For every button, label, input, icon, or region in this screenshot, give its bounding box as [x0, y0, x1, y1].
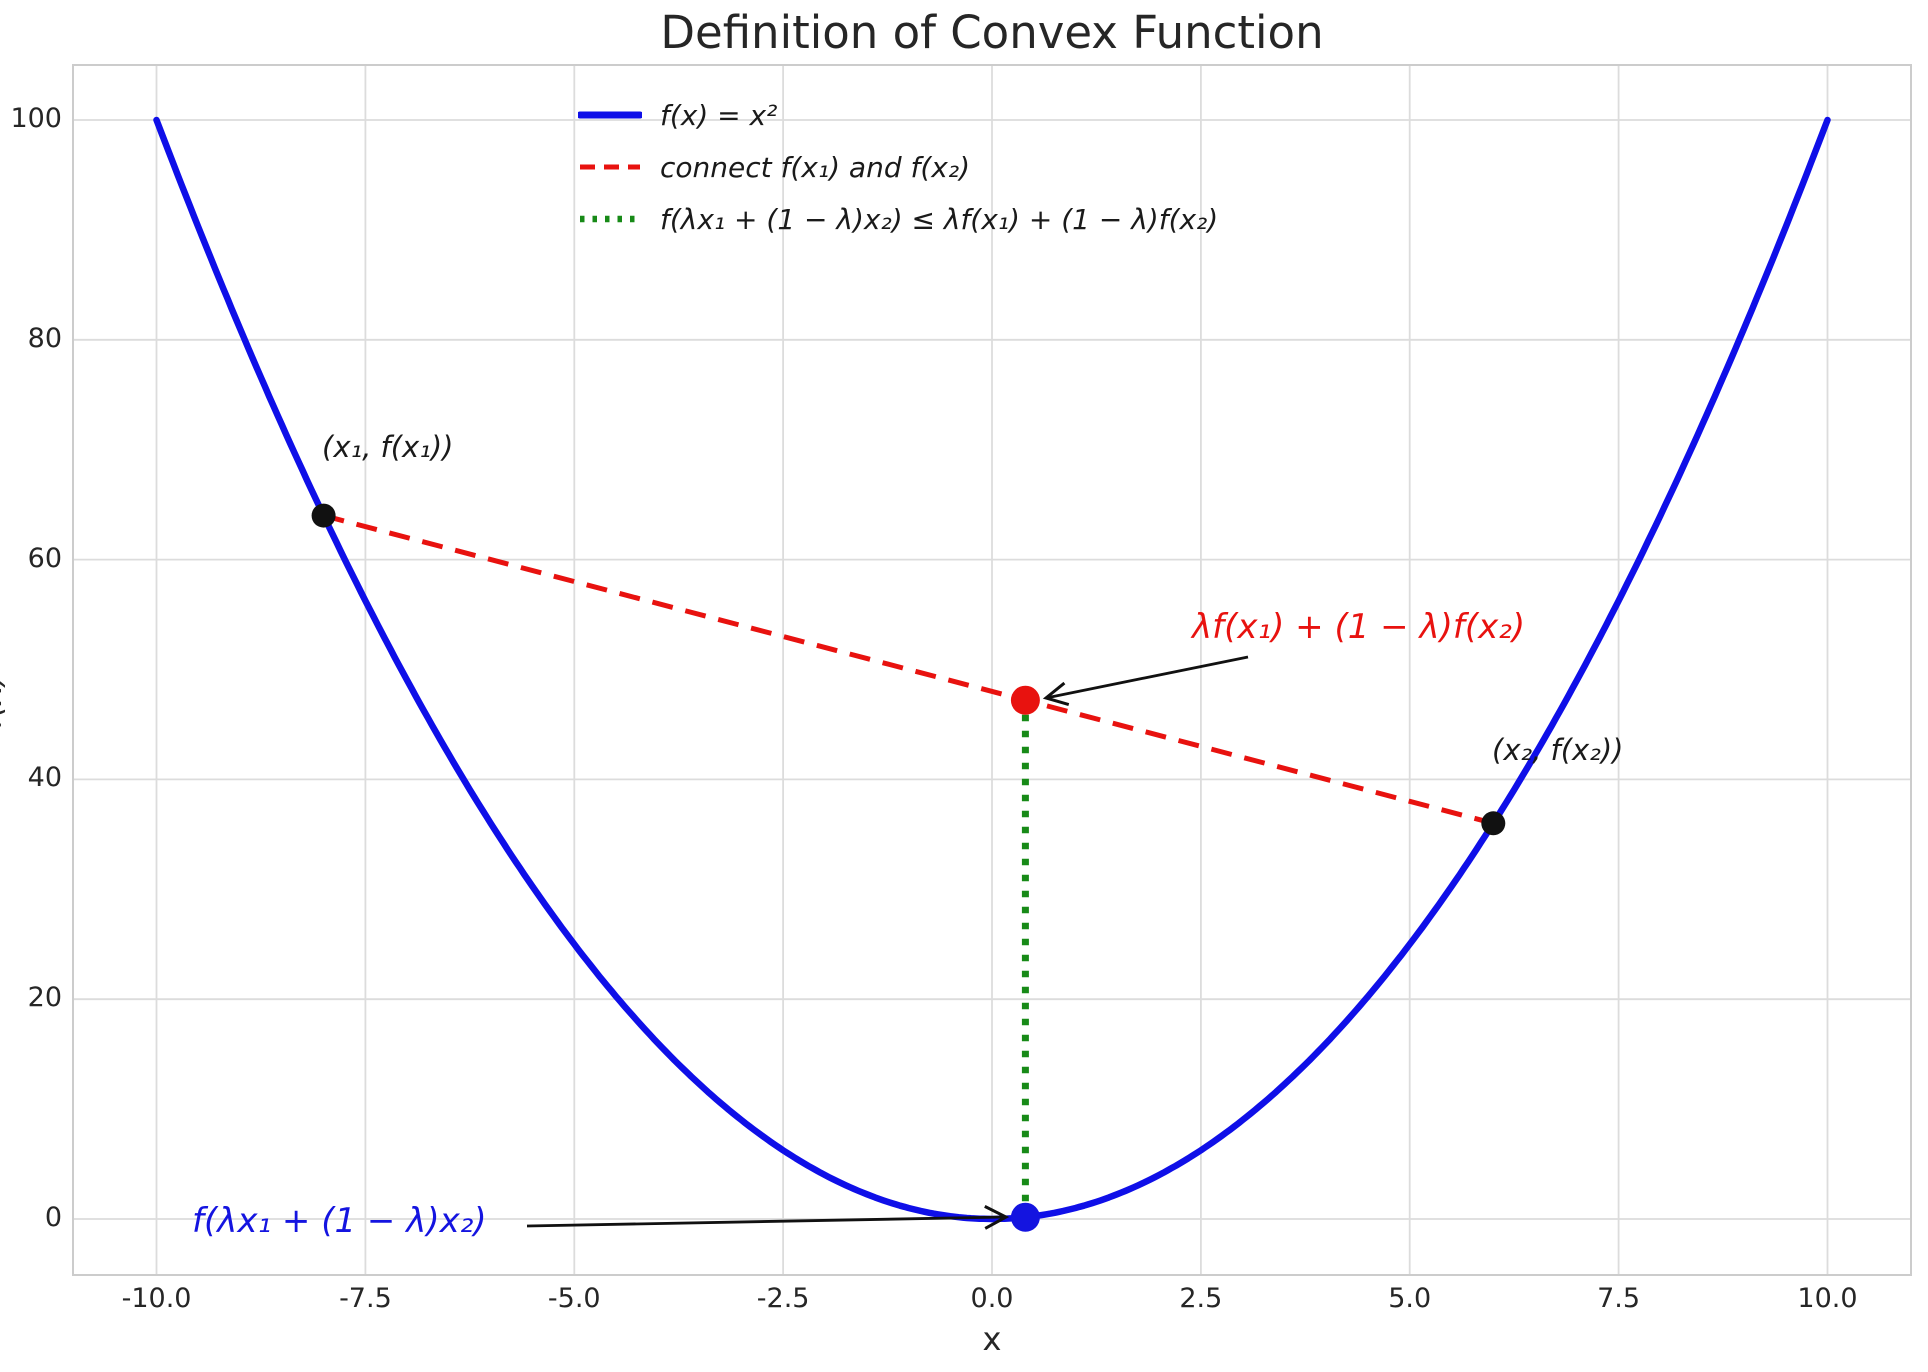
y-tick-label: 0: [44, 1201, 62, 1233]
x-tick-label: 5.0: [1388, 1283, 1432, 1314]
legend-item-0: f(x) = x²: [576, 89, 1218, 141]
chord-interpolated-point: [1010, 685, 1040, 715]
x-tick-label: -10.0: [121, 1283, 192, 1314]
legend-item-2: f(λx₁ + (1 − λ)x₂) ≤ λf(x₁) + (1 − λ)f(x…: [578, 193, 1218, 245]
y-axis-label: f(x): [0, 673, 9, 729]
chord-value-label: λf(x₁) + (1 − λ)f(x₂): [1192, 607, 1526, 647]
legend-label: f(λx₁ + (1 − λ)x₂) ≤ λf(x₁) + (1 − λ)f(x…: [660, 202, 1219, 236]
x-tick-label: 2.5: [1179, 1283, 1223, 1314]
legend-label: f(x) = x²: [660, 98, 778, 132]
y-tick-label: 60: [27, 542, 62, 574]
y-tick-label: 20: [27, 982, 62, 1014]
legend-dotted-line-sample: [578, 210, 642, 229]
arrow-to-curve-point: [526, 1205, 1010, 1230]
x-tick-label: -7.5: [339, 1283, 392, 1314]
arrow-to-chord-point: [1042, 655, 1249, 707]
x2-point: [1481, 811, 1506, 836]
x-tick-label: 10.0: [1797, 1283, 1858, 1314]
y-tick-label: 40: [27, 762, 62, 794]
x-tick-label: 0.0: [970, 1283, 1014, 1314]
legend-label: connect f(x₁) and f(x₂): [660, 150, 970, 184]
x-tick-label: -2.5: [756, 1283, 810, 1314]
y-tick-label: 80: [27, 322, 62, 354]
x2-point-label: (x₂, f(x₂)): [1492, 733, 1624, 767]
x-tick-label: 7.5: [1597, 1283, 1641, 1314]
axes-frame: [72, 64, 1912, 1276]
x-tick-label: -5.0: [547, 1283, 601, 1314]
legend-dashed-line-sample: [578, 158, 642, 177]
y-tick-label: 100: [10, 102, 62, 134]
legend-item-1: connect f(x₁) and f(x₂): [578, 141, 1218, 193]
curve-value-label: f(λx₁ + (1 − λ)x₂): [192, 1201, 487, 1241]
x-axis-label: x: [982, 1320, 1002, 1358]
chart-title: Definition of Convex Function: [660, 6, 1324, 59]
x1-point-label: (x₁, f(x₁)): [322, 430, 454, 464]
legend: f(x) = x² connect f(x₁) and f(x₂) f(λx₁ + …: [576, 89, 1218, 245]
curve-convex-point: [1010, 1202, 1040, 1232]
legend-solid-line-sample: [576, 106, 644, 125]
x1-point: [311, 503, 336, 528]
